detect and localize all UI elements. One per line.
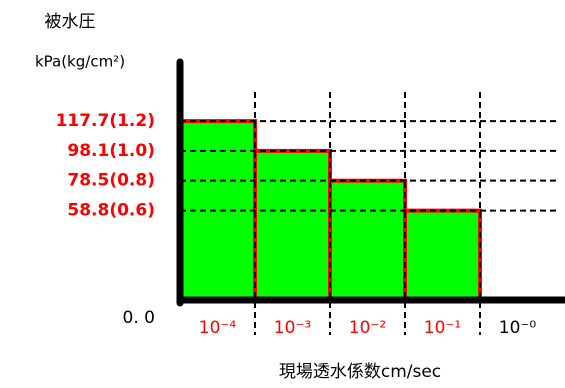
x-tick-label: 10⁻¹	[424, 318, 461, 338]
x-tick-label: 10⁻⁰	[499, 318, 537, 338]
x-axis-label: 現場透水係数cm/sec	[279, 362, 441, 382]
y-tick-label: 98.1(1.0)	[67, 141, 155, 161]
y-axis-unit: kPa(kg/cm²)	[35, 53, 125, 71]
bar	[253, 148, 332, 302]
y-tick-label: 0. 0	[123, 308, 155, 328]
y-axis-label: 被水圧	[45, 12, 96, 32]
x-tick-label: 10⁻²	[349, 318, 386, 338]
x-tick-label: 10⁻⁴	[199, 318, 237, 338]
y-tick-label: 78.5(0.8)	[67, 171, 155, 191]
bar	[328, 178, 407, 302]
y-tick-label: 58.8(0.6)	[67, 201, 155, 221]
x-tick-label: 10⁻³	[274, 318, 311, 338]
bar	[403, 208, 482, 302]
y-tick-label: 117.7(1.2)	[56, 111, 155, 131]
